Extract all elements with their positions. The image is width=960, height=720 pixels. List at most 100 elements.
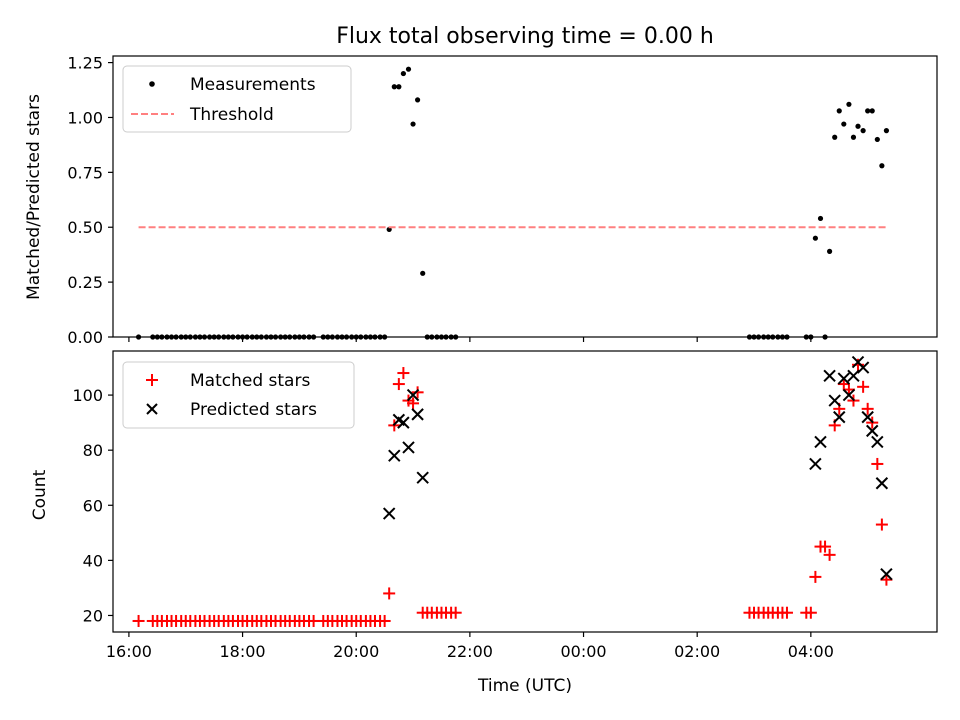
- matched-star-point: [392, 378, 405, 391]
- measurement-point: [883, 128, 890, 134]
- predicted-star-point: [833, 410, 846, 424]
- ratio-y-axis-label: Matched/Predicted stars: [24, 94, 44, 300]
- ratio-axes-frame: [112, 55, 938, 338]
- x-tick-label: 04:00: [788, 642, 834, 661]
- measurement-point: [860, 128, 866, 134]
- predicted-star-point: [880, 567, 893, 581]
- predicted-star-point: [866, 424, 879, 438]
- count-x-axis: 16:00 18:00 20:00 22:00 00:00 02:00 04:00: [106, 632, 834, 661]
- matched-star-point: [411, 386, 424, 399]
- measurement-point: [855, 123, 861, 129]
- measurement-point: [420, 270, 426, 276]
- matched-star-point: [842, 383, 855, 396]
- count-y-tick-label: 40: [83, 551, 103, 570]
- matched-star-point: [378, 614, 391, 627]
- predicted-star-point: [406, 388, 420, 402]
- measurement-point: [400, 70, 406, 77]
- x-tick-label: 22:00: [447, 642, 493, 661]
- ratio-y-tick-label: 0.00: [67, 328, 103, 347]
- measurement-point: [396, 84, 402, 90]
- measurement-point: [414, 97, 421, 103]
- matched-star-point: [397, 367, 410, 380]
- measurement-point: [817, 215, 824, 222]
- x-tick-label: 20:00: [333, 642, 379, 661]
- x-tick-label: 02:00: [674, 642, 720, 661]
- legend-predicted-label: Predicted stars: [190, 400, 317, 420]
- matched-star-point: [823, 548, 836, 561]
- ratio-legend-box: [122, 65, 352, 133]
- predicted-star-point: [856, 361, 870, 374]
- predicted-star-point: [411, 408, 424, 421]
- matched-star-point: [383, 587, 396, 600]
- measurement-point: [846, 101, 852, 107]
- ratio-legend: Measurements Threshold: [122, 65, 352, 133]
- matched-star-point: [407, 397, 420, 410]
- matched-star-point: [880, 573, 893, 586]
- ratio-panel: 0.00 0.25 0.50 0.75 1.00 1.25 Matched/Predict…: [24, 54, 938, 347]
- matched-star-point: [857, 380, 870, 393]
- legend-matched-label: Matched stars: [190, 371, 310, 391]
- legend-threshold-label: Threshold: [189, 105, 274, 125]
- x-tick-label: 00:00: [560, 642, 606, 661]
- x-axis-label: Time (UTC): [477, 676, 572, 696]
- count-y-axis-label: Count: [30, 469, 50, 520]
- matched-star-point: [875, 518, 888, 531]
- ratio-x-axis: [128, 337, 812, 342]
- predicted-star-point: [416, 471, 429, 484]
- predicted-star-point: [871, 435, 884, 449]
- predicted-star-point: [809, 457, 822, 471]
- predicted-star-point: [388, 449, 401, 462]
- matched-star-point: [819, 540, 832, 553]
- ratio-y-tick-label: 0.75: [67, 163, 103, 182]
- legend-measurements-label: Measurements: [190, 75, 316, 95]
- predicted-star-point: [397, 416, 410, 429]
- predicted-star-point: [837, 372, 851, 385]
- legend-measurements-marker: [149, 81, 155, 87]
- ratio-y-tick-label: 1.00: [67, 108, 103, 127]
- measurement-point: [405, 66, 412, 72]
- ratio-y-tick-label: 0.50: [67, 218, 103, 237]
- predicted-star-point: [823, 369, 836, 383]
- matched-star-point: [837, 378, 850, 391]
- count-y-tick-label: 100: [72, 386, 103, 405]
- count-y-tick-label: 60: [83, 496, 103, 515]
- matched-star-point: [804, 606, 817, 619]
- predicted-star-point: [814, 435, 827, 449]
- measurement-point: [812, 235, 818, 241]
- count-legend: Matched stars Predicted stars: [122, 361, 355, 429]
- count-axes-frame: [112, 350, 938, 633]
- measurement-point: [832, 134, 838, 140]
- measurement-point: [410, 121, 416, 127]
- count-y-tick-label: 20: [83, 606, 103, 625]
- count-plot-area: [132, 355, 893, 627]
- matched-star-point: [871, 457, 884, 470]
- count-y-tick-label: 80: [83, 441, 103, 460]
- measurement-point: [826, 248, 833, 254]
- matched-star-point: [449, 606, 462, 619]
- matched-star-point: [809, 570, 822, 583]
- predicted-star-point: [382, 507, 396, 520]
- x-tick-label: 16:00: [106, 642, 152, 661]
- measurement-point: [869, 108, 875, 114]
- chart-title: Flux total observing time = 0.00 h: [336, 24, 714, 49]
- measurement-point: [836, 108, 842, 114]
- predicted-star-point: [828, 394, 841, 407]
- measurement-point: [865, 108, 871, 114]
- x-tick-label: 18:00: [220, 642, 266, 661]
- measurement-point: [879, 163, 885, 169]
- count-y-axis: 20 40 60 80 100: [72, 386, 113, 625]
- measurement-point: [874, 136, 880, 143]
- predicted-star-point: [861, 410, 874, 424]
- measurement-point: [841, 121, 847, 127]
- matched-star-point: [861, 402, 874, 415]
- ratio-y-axis: 0.00 0.25 0.50 0.75 1.00 1.25: [67, 54, 113, 347]
- predicted-star-point: [402, 441, 415, 454]
- count-panel: 20 40 60 80 100 16:00 18:00 20:00 22:00 00:00 02:…: [30, 350, 938, 661]
- legend-predicted-marker: [146, 403, 158, 415]
- ratio-y-tick-label: 1.25: [67, 54, 103, 73]
- measurement-point: [850, 134, 857, 140]
- legend-matched-marker: [146, 374, 158, 386]
- predicted-star-point: [842, 388, 856, 402]
- ratio-y-tick-label: 0.25: [67, 273, 103, 292]
